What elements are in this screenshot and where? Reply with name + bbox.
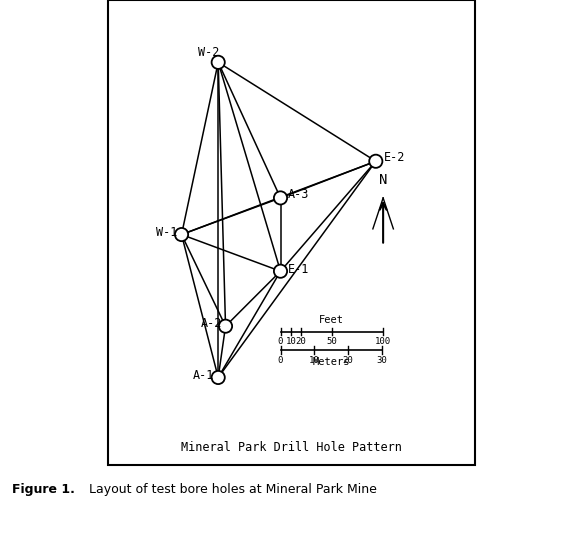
Text: 100: 100 (375, 337, 391, 346)
Text: 20: 20 (296, 337, 307, 346)
Text: Meters: Meters (312, 357, 350, 368)
Text: A-3: A-3 (288, 188, 309, 201)
Text: 30: 30 (376, 355, 387, 364)
Text: 20: 20 (342, 355, 353, 364)
Circle shape (212, 371, 225, 384)
Text: 50: 50 (326, 337, 337, 346)
Circle shape (219, 319, 232, 333)
Text: N: N (379, 173, 387, 187)
Circle shape (369, 155, 382, 168)
Text: A-1: A-1 (194, 369, 215, 382)
Circle shape (274, 265, 287, 278)
Text: 10: 10 (309, 355, 319, 364)
Text: 0: 0 (278, 337, 283, 346)
Circle shape (175, 228, 188, 241)
Text: 0: 0 (278, 355, 283, 364)
Text: Figure 1.: Figure 1. (12, 483, 75, 496)
Text: Feet: Feet (319, 315, 345, 325)
Text: A-2: A-2 (201, 317, 222, 330)
Text: Mineral Park Drill Hole Pattern: Mineral Park Drill Hole Pattern (181, 441, 402, 454)
Text: 10: 10 (286, 337, 296, 346)
Text: W-1: W-1 (156, 226, 177, 239)
Circle shape (212, 56, 225, 69)
Text: Layout of test bore holes at Mineral Park Mine: Layout of test bore holes at Mineral Par… (85, 483, 377, 496)
Text: E-2: E-2 (384, 151, 405, 164)
Text: W-2: W-2 (198, 45, 219, 58)
Text: E-1: E-1 (288, 263, 309, 276)
Circle shape (274, 192, 287, 204)
